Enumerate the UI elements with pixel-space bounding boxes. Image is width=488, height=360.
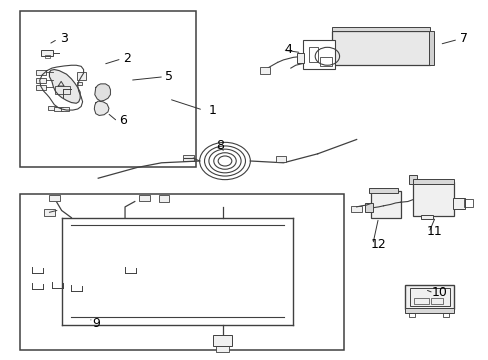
Bar	[331, 31, 429, 65]
Bar	[276, 156, 285, 162]
Bar	[20, 194, 344, 350]
Bar	[368, 188, 397, 193]
Bar	[463, 199, 472, 207]
Bar	[139, 195, 150, 201]
Text: 11: 11	[426, 225, 442, 238]
Bar	[212, 335, 232, 346]
Polygon shape	[94, 101, 109, 116]
Bar	[409, 288, 449, 306]
Bar	[452, 198, 465, 209]
Bar	[54, 107, 62, 111]
Bar	[320, 57, 331, 66]
Bar	[420, 215, 432, 220]
Text: 5: 5	[164, 69, 173, 82]
Bar	[408, 313, 414, 317]
Bar	[412, 179, 453, 184]
Text: 1: 1	[208, 104, 216, 117]
Text: 3: 3	[60, 32, 68, 45]
Bar	[44, 55, 50, 58]
Bar	[77, 82, 82, 85]
Bar	[365, 203, 372, 212]
Bar	[428, 31, 433, 65]
Bar	[36, 70, 45, 75]
Text: 6: 6	[119, 114, 126, 127]
Bar	[36, 85, 45, 90]
Text: 2: 2	[123, 51, 131, 64]
Bar	[443, 313, 448, 317]
Text: 7: 7	[459, 32, 467, 45]
Bar	[370, 191, 400, 218]
Text: 4: 4	[284, 42, 292, 55]
Bar	[350, 206, 361, 212]
Bar	[36, 78, 45, 83]
Bar	[20, 12, 195, 167]
Bar	[259, 67, 270, 74]
Bar	[405, 309, 453, 314]
Text: 12: 12	[370, 238, 386, 251]
Bar	[55, 86, 70, 94]
Text: 10: 10	[431, 287, 447, 300]
Bar	[77, 72, 85, 80]
Bar	[47, 106, 56, 111]
Bar	[405, 285, 453, 309]
Bar	[158, 195, 169, 202]
Bar	[308, 47, 317, 62]
Bar	[297, 53, 304, 63]
Bar	[408, 175, 416, 184]
Bar	[216, 344, 228, 352]
Bar	[183, 155, 193, 161]
Bar	[303, 40, 334, 69]
Bar	[61, 107, 69, 111]
Polygon shape	[95, 84, 110, 101]
Bar	[430, 298, 442, 304]
Text: 9: 9	[92, 317, 100, 330]
Bar	[413, 298, 428, 304]
Bar	[41, 50, 53, 56]
Bar	[49, 195, 60, 201]
Bar	[44, 209, 55, 216]
Bar	[331, 27, 429, 31]
Polygon shape	[49, 69, 80, 103]
Bar	[412, 182, 453, 216]
Text: 8: 8	[216, 139, 224, 152]
